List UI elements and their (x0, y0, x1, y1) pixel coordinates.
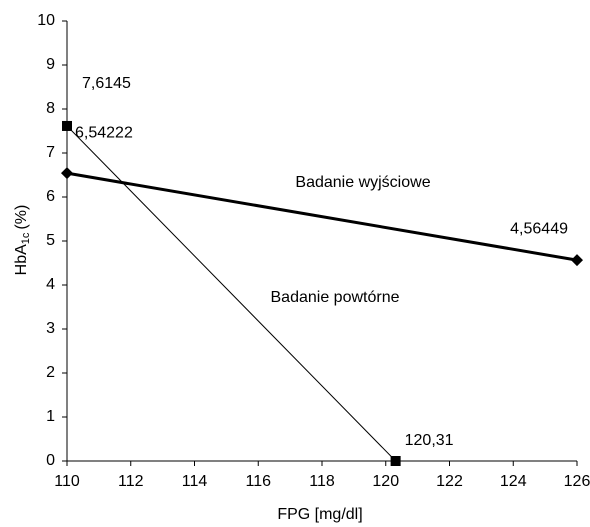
y-axis-label-unit: (%) (13, 205, 30, 230)
y-tick-label: 7 (46, 144, 55, 161)
y-axis-label: HbA1c (%) (13, 205, 32, 276)
y-tick-label: 0 (46, 452, 55, 469)
x-tick-label: 114 (182, 473, 208, 490)
x-tick-label: 116 (245, 473, 271, 490)
y-tick-label: 9 (46, 56, 55, 73)
x-tick-label: 126 (564, 473, 590, 490)
x-tick-label: 120 (372, 473, 399, 490)
x-axis-label: FPG [mg/dl] (277, 506, 362, 523)
y-tick-label: 6 (46, 188, 55, 205)
y-axis-label-main: HbA (13, 244, 30, 275)
x-tick-label: 122 (436, 473, 463, 490)
x-tick-label: 118 (309, 473, 335, 490)
point (571, 254, 583, 267)
series-name: Badanie wyjściowe (295, 174, 430, 191)
data-label: 120,31 (405, 432, 454, 449)
point (62, 120, 72, 131)
series-line (66, 125, 396, 462)
series-name: Badanie powtórne (271, 289, 400, 306)
data-label: 6,54222 (75, 124, 133, 141)
y-tick-label: 2 (46, 364, 55, 381)
y-tick-label: 8 (46, 100, 55, 117)
y-tick-label: 10 (37, 12, 55, 29)
y-tick-label: 4 (46, 276, 55, 293)
point (390, 456, 401, 466)
data-label: 4,56449 (510, 220, 568, 237)
x-tick-label: 110 (54, 473, 80, 490)
y-tick-label: 1 (46, 408, 55, 425)
series-line (66, 171, 578, 262)
data-label: 7,6145 (82, 75, 131, 92)
x-tick-label: 112 (118, 473, 144, 490)
y-axis-label-sub: 1c (20, 232, 32, 244)
y-tick-label: 3 (46, 320, 55, 337)
y-tick-label: 5 (46, 232, 55, 249)
x-tick-label: 124 (500, 473, 527, 490)
point (61, 167, 73, 180)
